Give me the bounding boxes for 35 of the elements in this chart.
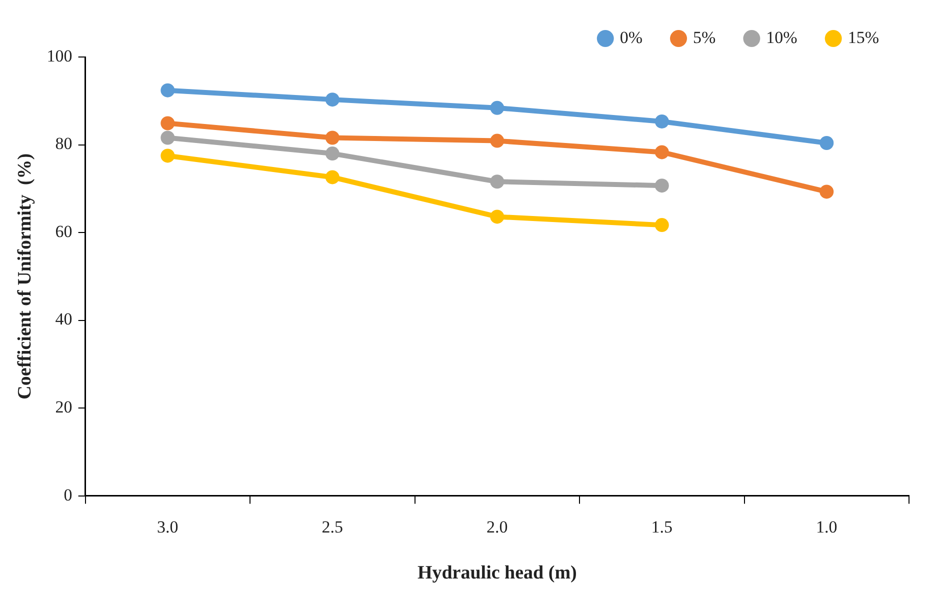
point <box>820 136 834 150</box>
point <box>160 83 175 98</box>
point <box>325 146 340 161</box>
point <box>325 170 340 184</box>
point <box>490 174 504 189</box>
x-tick-label: 3.0 <box>157 517 178 536</box>
y-tick-label: 60 <box>55 222 72 241</box>
x-tick-label: 1.5 <box>651 517 673 536</box>
point <box>490 100 504 115</box>
point <box>490 210 504 224</box>
point <box>654 218 669 232</box>
point <box>160 130 175 145</box>
point <box>654 178 669 193</box>
legend-label: 15% <box>848 28 880 47</box>
y-tick-label: 80 <box>55 134 72 154</box>
point <box>654 114 669 129</box>
legend-label: 5% <box>693 28 716 47</box>
point <box>160 148 175 163</box>
x-tick-label: 2.0 <box>486 517 508 536</box>
point <box>654 145 669 160</box>
y-tick-label: 20 <box>55 398 72 417</box>
x-tick-label: 2.5 <box>322 517 344 536</box>
x-axis-title: Hydraulic head (m) <box>417 562 577 584</box>
point <box>820 184 834 199</box>
y-tick-label: 0 <box>64 485 72 504</box>
point <box>160 116 175 130</box>
legend-label: 10% <box>766 28 798 47</box>
point <box>325 92 340 107</box>
y-tick-label: 100 <box>46 46 72 66</box>
y-axis-title: Coefficient of Uniformity (%) <box>14 153 36 400</box>
point <box>325 130 340 145</box>
point <box>490 134 504 148</box>
y-tick-label: 40 <box>55 310 72 329</box>
legend-label: 0% <box>620 28 643 47</box>
x-tick-label: 1.0 <box>816 517 838 536</box>
